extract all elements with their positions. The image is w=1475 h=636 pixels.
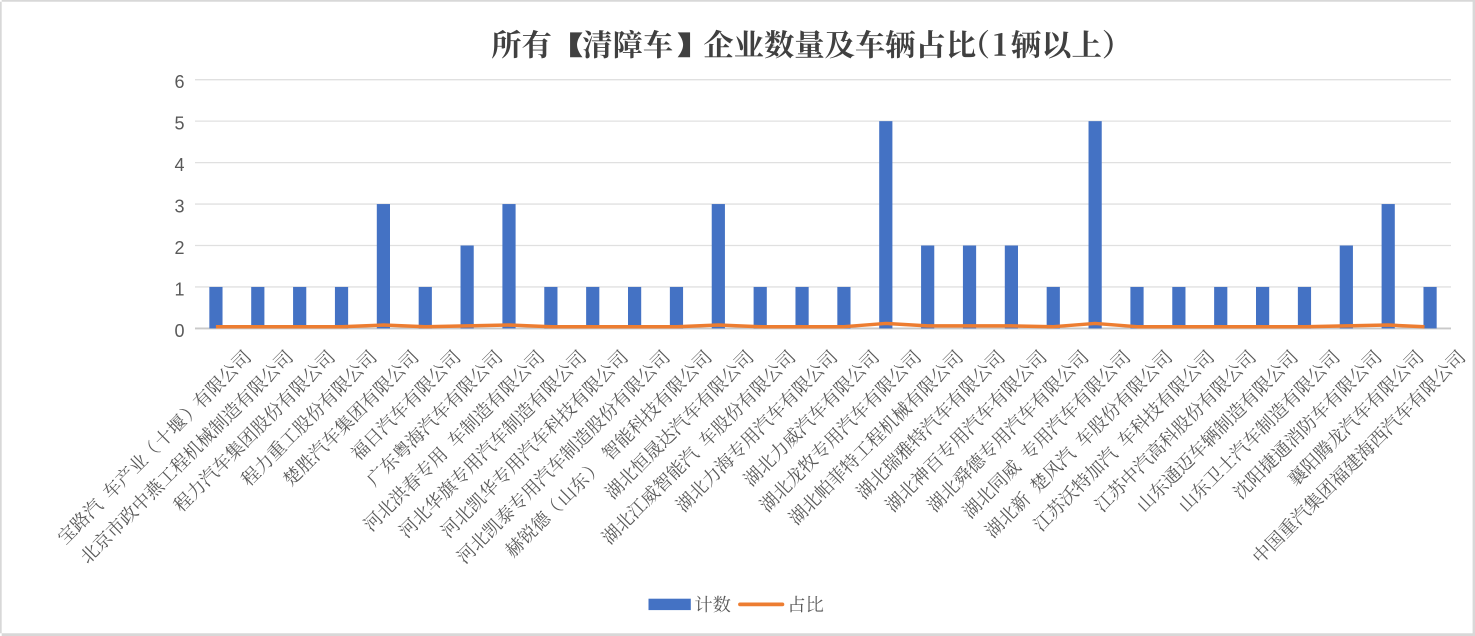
svg-text:3: 3 [174, 196, 184, 216]
svg-text:2: 2 [174, 238, 184, 258]
svg-text:5: 5 [174, 114, 184, 134]
svg-text:4: 4 [174, 155, 184, 175]
svg-text:1: 1 [174, 279, 184, 299]
svg-text:6: 6 [174, 72, 184, 92]
svg-text:0: 0 [174, 321, 184, 341]
